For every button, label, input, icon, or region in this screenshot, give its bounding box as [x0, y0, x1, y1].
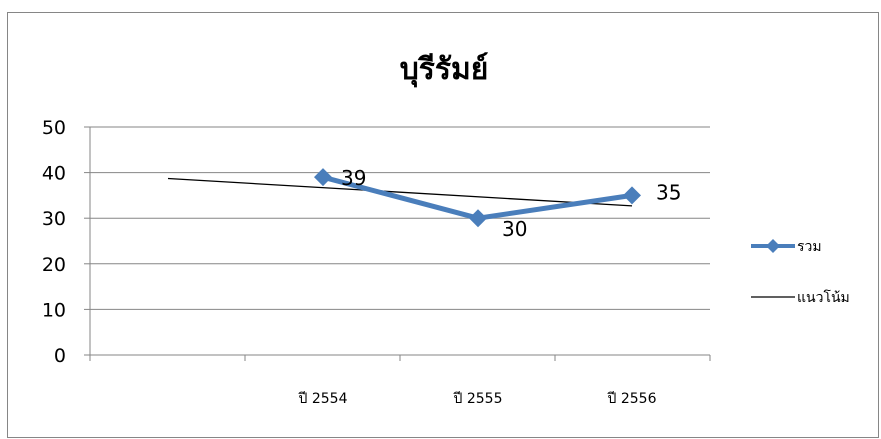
x-tick-label: ปี 2555	[453, 391, 502, 407]
y-tick-label: 20	[42, 254, 66, 276]
x-tick-label: ปี 2556	[607, 391, 657, 407]
trendline	[167, 177, 633, 207]
series-layer	[314, 168, 641, 228]
data-labels: 39 30 35	[341, 166, 681, 241]
legend-trendline-label: แนวโน้ม	[797, 289, 850, 306]
data-label: 39	[341, 166, 366, 190]
y-axis-tick-labels: 0 10 20 30 40 50	[42, 117, 66, 367]
gridlines	[84, 126, 710, 356]
data-label: 35	[656, 180, 681, 204]
legend-series-marker	[766, 239, 780, 253]
y-tick-label: 0	[54, 345, 66, 367]
chart-title: บุรีรัมย์	[400, 52, 489, 88]
y-tick-label: 50	[42, 117, 66, 139]
y-tick-label: 10	[42, 299, 66, 321]
legend-series-label: รวม	[797, 239, 822, 255]
data-point-marker	[469, 209, 487, 228]
axes	[89, 127, 711, 361]
data-point-marker	[314, 168, 332, 187]
x-tick-label: ปี 2554	[298, 391, 348, 407]
y-tick-label: 40	[42, 163, 66, 185]
trendline-line	[167, 177, 633, 207]
y-tick-label: 30	[42, 208, 66, 230]
x-axis-tick-labels: ปี 2554 ปี 2555 ปี 2556	[298, 391, 657, 407]
data-point-marker	[623, 186, 641, 205]
chart-area	[7, 12, 879, 438]
data-label: 30	[502, 217, 527, 241]
